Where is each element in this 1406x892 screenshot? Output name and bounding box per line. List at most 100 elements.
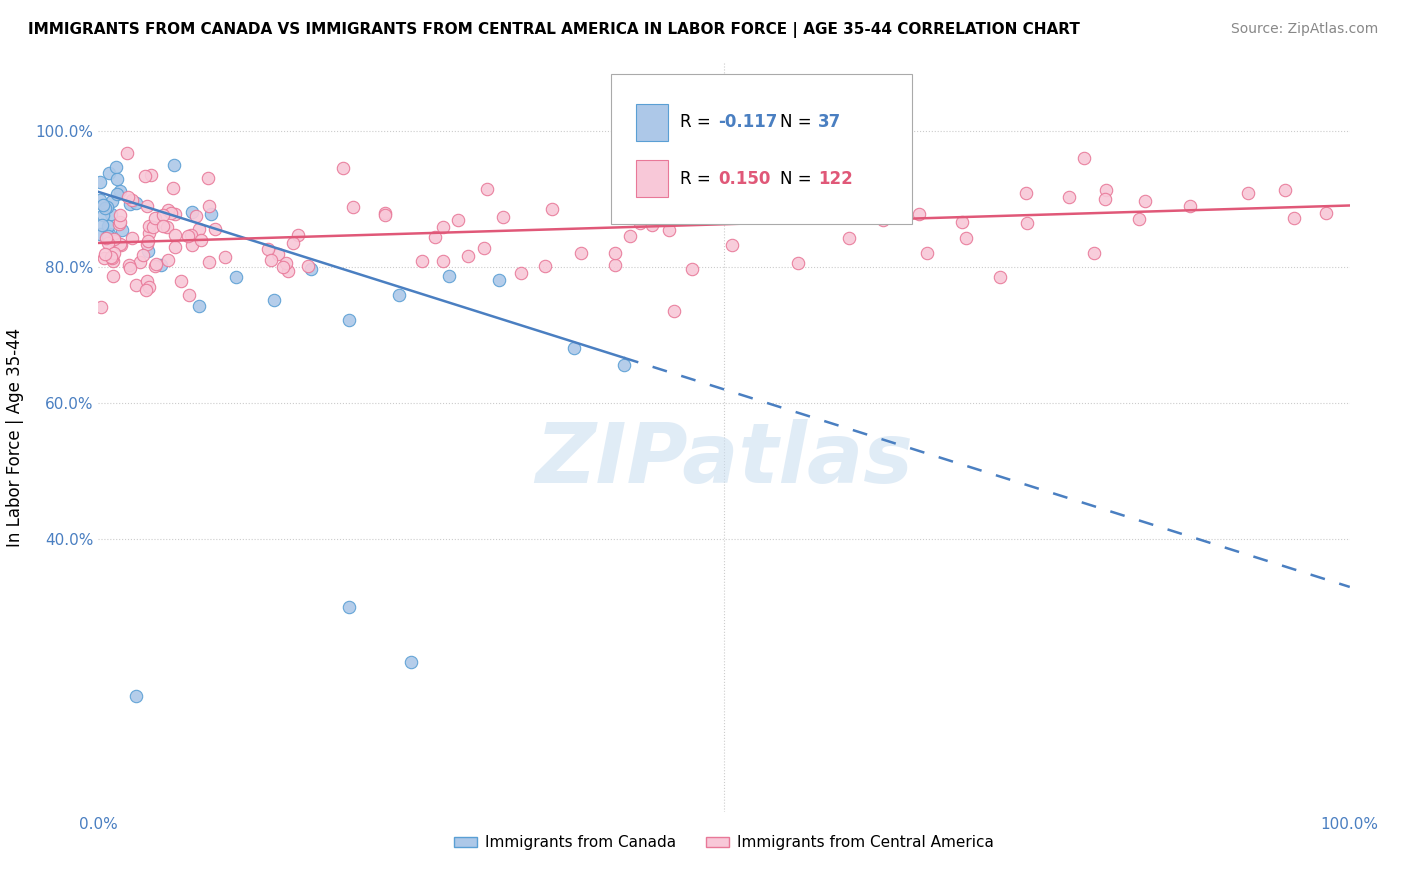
Text: 37: 37 xyxy=(818,113,841,131)
Point xyxy=(110,208,132,222)
Point xyxy=(955,231,977,245)
Point xyxy=(96,200,118,214)
Point xyxy=(188,222,211,236)
Point xyxy=(299,262,322,277)
Point xyxy=(117,258,139,272)
Point xyxy=(1180,199,1202,213)
Point xyxy=(190,233,212,247)
Point xyxy=(96,228,118,243)
Point xyxy=(142,220,165,235)
Point xyxy=(287,228,309,243)
Point xyxy=(197,170,219,185)
Point xyxy=(510,266,533,280)
Point xyxy=(1015,216,1038,230)
Point xyxy=(136,236,159,251)
Point xyxy=(162,181,184,195)
Point xyxy=(541,202,564,216)
Point xyxy=(105,171,128,186)
Point xyxy=(111,223,134,237)
Point xyxy=(94,231,117,245)
Point xyxy=(138,219,160,233)
Point xyxy=(121,193,143,207)
Point xyxy=(91,218,114,232)
Point xyxy=(125,277,148,292)
Point xyxy=(135,283,157,297)
Point xyxy=(125,689,148,703)
Point xyxy=(271,260,294,274)
Point xyxy=(93,252,115,266)
Point xyxy=(613,358,636,372)
Point xyxy=(169,274,191,288)
Point xyxy=(100,252,122,266)
Point xyxy=(180,228,202,243)
Point xyxy=(138,244,160,259)
Point xyxy=(165,228,187,243)
Point xyxy=(97,219,120,233)
Point xyxy=(872,213,894,227)
Point xyxy=(198,199,221,213)
Point xyxy=(988,270,1011,285)
Point xyxy=(110,238,132,252)
Point xyxy=(260,252,283,267)
Point xyxy=(1128,212,1150,227)
Point xyxy=(1274,183,1296,197)
Point xyxy=(628,216,651,230)
Point xyxy=(104,234,127,248)
Point xyxy=(156,203,179,218)
Point xyxy=(100,207,122,221)
Point xyxy=(145,259,167,273)
Point xyxy=(1315,205,1337,219)
Point xyxy=(1083,246,1105,260)
Point xyxy=(89,227,111,241)
Point xyxy=(1015,186,1038,201)
Point xyxy=(447,213,470,227)
Point xyxy=(152,219,174,234)
Text: R =: R = xyxy=(681,169,716,187)
Point xyxy=(204,222,226,236)
Text: Source: ZipAtlas.com: Source: ZipAtlas.com xyxy=(1230,22,1378,37)
Point xyxy=(145,257,167,271)
Text: 0.150: 0.150 xyxy=(718,169,770,187)
Point xyxy=(91,198,114,212)
Point xyxy=(225,270,247,285)
Point xyxy=(156,252,179,267)
Point xyxy=(108,215,131,229)
Point xyxy=(103,246,125,260)
Point xyxy=(187,299,209,313)
Point xyxy=(101,254,124,268)
Point xyxy=(562,341,585,355)
Point xyxy=(281,235,304,250)
FancyBboxPatch shape xyxy=(637,160,668,197)
Point xyxy=(108,236,131,251)
Point xyxy=(89,194,111,208)
Point xyxy=(138,227,160,241)
Point xyxy=(569,246,592,260)
Text: ZIPatlas: ZIPatlas xyxy=(536,419,912,500)
Point xyxy=(159,206,181,220)
Point xyxy=(1236,186,1258,200)
Point xyxy=(908,206,931,220)
Point xyxy=(214,250,236,264)
Text: 122: 122 xyxy=(818,169,852,187)
Point xyxy=(401,655,423,669)
Point xyxy=(603,258,626,272)
Point xyxy=(432,254,454,268)
Point xyxy=(97,229,120,244)
Point xyxy=(101,194,124,209)
Point xyxy=(534,259,557,273)
Point xyxy=(1282,211,1305,225)
Point xyxy=(110,184,132,198)
Point xyxy=(105,160,128,174)
Point xyxy=(411,254,433,268)
Point xyxy=(90,300,112,314)
Point xyxy=(267,247,290,261)
Point xyxy=(101,268,124,283)
Point xyxy=(658,223,681,237)
Point xyxy=(184,210,207,224)
Point xyxy=(263,293,285,307)
Point xyxy=(277,264,299,278)
Point xyxy=(374,208,396,222)
Point xyxy=(704,196,727,211)
Point xyxy=(97,166,120,180)
Point xyxy=(374,206,396,220)
